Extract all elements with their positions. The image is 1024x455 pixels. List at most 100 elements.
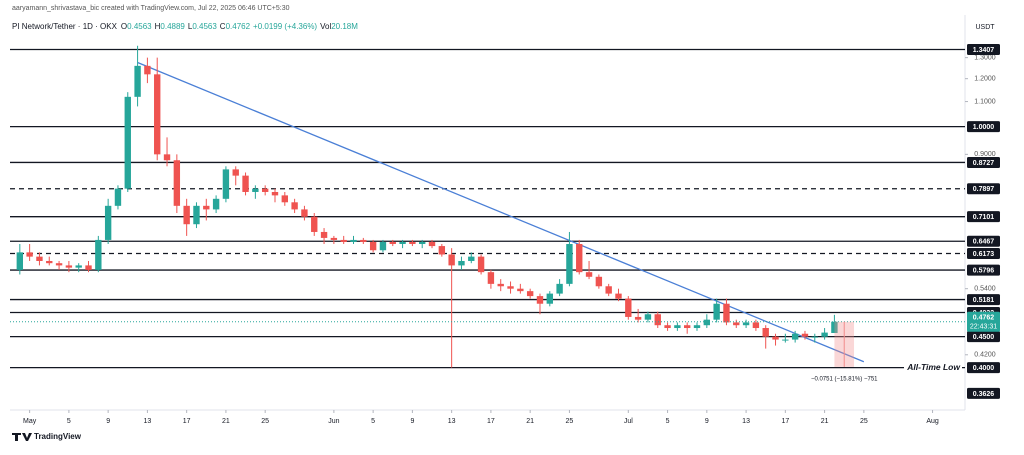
x-tick-label: 21 [526, 418, 534, 425]
candle-body [497, 283, 504, 287]
candle-body [791, 333, 799, 340]
candle-body [340, 239, 347, 242]
candle-body [360, 239, 367, 242]
candle-body [517, 288, 524, 292]
volume-label: Vol [320, 22, 331, 31]
candle-body [114, 188, 122, 206]
candle-body [124, 96, 131, 189]
candle-body [438, 246, 446, 255]
candle-body [546, 293, 553, 304]
x-tick-label: 5 [67, 418, 71, 425]
x-tick-label: 25 [860, 418, 868, 425]
candle-body [134, 65, 141, 97]
candle-body [65, 265, 73, 268]
current-price-box [967, 311, 1000, 332]
candle-body [801, 333, 809, 337]
ohlc-label: C [220, 22, 226, 31]
level-label: 0.5181 [973, 297, 995, 304]
candle-body [811, 336, 818, 338]
candle-body [242, 175, 249, 192]
x-tick-label: 13 [448, 418, 456, 425]
candle-body [203, 205, 210, 210]
x-tick-label: 5 [666, 418, 670, 425]
x-tick-label: 13 [742, 418, 750, 425]
candle-body [409, 241, 416, 245]
candle-body [742, 322, 750, 326]
level-label-box [967, 156, 1000, 168]
level-label-box [967, 211, 1000, 223]
ohlc-label: L [188, 22, 193, 31]
level-label-box [967, 264, 1000, 276]
x-tick-label: 25 [261, 418, 269, 425]
candle-body [389, 241, 396, 245]
candle-body [693, 325, 701, 329]
annotation: All-Time Low [906, 362, 961, 372]
y-tick-label: 1.1000 [974, 98, 996, 105]
countdown: 22:43:31 [970, 324, 997, 331]
chart-title: PI Network/Tether · 1D · OKX O0.4563 H0.48… [12, 22, 358, 31]
logo-icon [12, 433, 32, 441]
level-label: 0.8727 [973, 160, 995, 167]
trendline [137, 61, 865, 363]
level-label: 0.7897 [973, 186, 995, 193]
x-tick-label: 9 [705, 418, 709, 425]
candle-body [615, 293, 622, 299]
x-tick-label: 13 [144, 418, 152, 425]
x-tick-label: 9 [410, 418, 414, 425]
level-label-box [967, 235, 1000, 247]
candle-body [271, 191, 279, 196]
candle-body [625, 298, 632, 317]
level-label: 0.6173 [973, 251, 995, 258]
candle-body [556, 283, 563, 294]
volume: 20.18M [331, 22, 358, 31]
candle-body [831, 321, 838, 333]
candle-body [468, 256, 475, 261]
candle-body [448, 254, 455, 266]
x-tick-label: 21 [222, 418, 230, 425]
level-label-box [967, 44, 1000, 56]
candle-body [154, 74, 161, 155]
candle-body [193, 205, 200, 225]
candle-body [674, 325, 681, 329]
level-label: 0.6467 [973, 239, 995, 246]
x-tick-label: Jun [328, 418, 339, 425]
y-tick-label: 1.3000 [974, 54, 996, 61]
candle-body [605, 286, 612, 294]
candle-body [752, 322, 760, 329]
ohlc-value: 0.4762 [226, 22, 251, 31]
x-tick-label: 21 [821, 418, 829, 425]
candle-body [95, 239, 102, 270]
candle-body [36, 256, 43, 261]
level-label: 0.4000 [973, 365, 995, 372]
candle-body [566, 244, 573, 284]
candle-body [301, 209, 308, 217]
measure-label: −0.0751 (−15.81%) −751 [811, 376, 878, 382]
symbol: PI Network/Tether · 1D · OKX [12, 22, 118, 31]
candle-body [733, 322, 740, 326]
candle-body [16, 252, 24, 270]
x-tick-label: 17 [487, 418, 495, 425]
level-label-box [967, 362, 1000, 374]
candle-body [46, 260, 53, 264]
candle-body [261, 188, 269, 192]
level-label: 0.7101 [973, 214, 995, 221]
candle-body [419, 241, 426, 245]
current-price-label: 0.4762 [973, 315, 995, 322]
ohlc-label: H [155, 22, 161, 31]
x-tick-label: Aug [926, 418, 939, 425]
level-label-box [967, 387, 1000, 399]
candle-body [428, 241, 436, 247]
level-label: 1.3407 [973, 47, 995, 54]
level-label-box [967, 294, 1000, 306]
candle-body [75, 265, 82, 268]
candle-body [458, 260, 465, 266]
candle-body [379, 241, 387, 251]
ohlc-label: O [121, 22, 127, 31]
candle-body [222, 169, 230, 199]
candle-body [104, 205, 112, 240]
candle-body [536, 296, 544, 304]
candle-body [350, 239, 357, 242]
candle-body [26, 252, 33, 257]
level-label: 0.5796 [973, 267, 995, 274]
